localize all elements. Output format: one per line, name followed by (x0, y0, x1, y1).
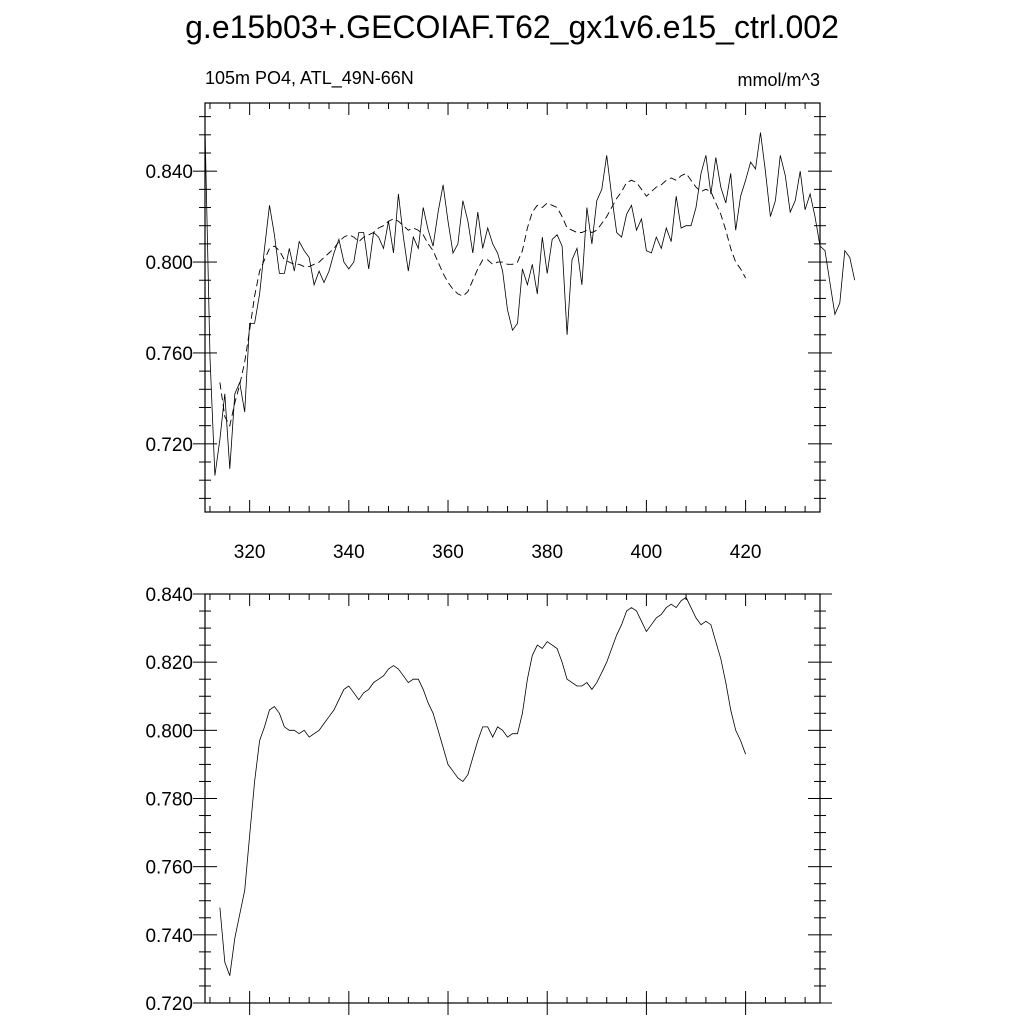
y-tick-label: 0.720 (145, 994, 193, 1015)
panel-top-subtitle-left: 105m PO4, ATL_49N-66N (205, 68, 414, 89)
series-line (204, 127, 856, 476)
y-tick-label: 0.820 (145, 653, 193, 674)
x-tick-label: 400 (631, 542, 663, 563)
series-line (219, 596, 746, 976)
x-tick-label: 320 (234, 542, 266, 563)
y-tick-label: 0.760 (145, 858, 193, 879)
y-tick-label: 0.760 (145, 344, 193, 365)
panel-bottom: 0.720 0.740 0.760 0.780 0.800 0.820 0.840 (145, 585, 832, 1015)
y-tick-label: 0.720 (145, 435, 193, 456)
panel-top-subtitle-right: mmol/m^3 (738, 70, 820, 90)
y-tick-label: 0.800 (145, 721, 193, 742)
x-tick-label: 380 (531, 542, 563, 563)
plot-frame (204, 593, 821, 1004)
plot-frame (204, 102, 821, 513)
y-tick-label: 0.740 (145, 926, 193, 947)
y-tick-label: 0.840 (145, 162, 193, 183)
figure-title: g.e15b03+.GECOIAF.T62_gx1v6.e15_ctrl.002 (185, 9, 839, 45)
x-tick-label: 420 (730, 542, 762, 563)
series-line-dashed (219, 172, 746, 427)
y-tick-label: 0.840 (145, 585, 193, 606)
x-tick-label: 340 (333, 542, 365, 563)
y-tick-label: 0.780 (145, 790, 193, 811)
panel-top: 320 340 360 380 400 420 0.720 0.760 0.800 0.840 (145, 102, 856, 563)
y-tick-label: 0.800 (145, 253, 193, 274)
x-tick-label: 360 (432, 542, 464, 563)
